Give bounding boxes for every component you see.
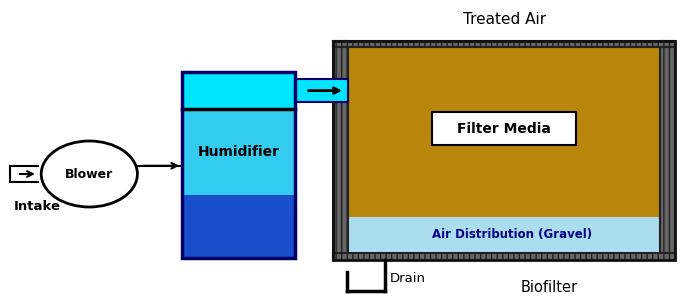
- Ellipse shape: [41, 141, 137, 207]
- Text: Blower: Blower: [65, 167, 113, 181]
- Text: Intake: Intake: [14, 200, 60, 213]
- FancyBboxPatch shape: [432, 112, 576, 145]
- Bar: [182, 195, 295, 258]
- Text: Treated Air: Treated Air: [463, 12, 545, 27]
- Bar: [348, 217, 660, 253]
- Bar: [348, 40, 660, 253]
- Text: Filter Media: Filter Media: [458, 122, 551, 136]
- Bar: [182, 72, 295, 109]
- Bar: [348, 40, 660, 217]
- Bar: [333, 40, 675, 47]
- Bar: [295, 79, 348, 102]
- Bar: [182, 72, 295, 258]
- Bar: [333, 40, 348, 260]
- Text: Humidifier: Humidifier: [198, 145, 280, 159]
- Bar: [333, 253, 675, 260]
- Text: Air Distribution (Gravel): Air Distribution (Gravel): [431, 228, 592, 241]
- Bar: [660, 40, 675, 260]
- Bar: [333, 40, 675, 260]
- Text: Biofilter: Biofilter: [520, 280, 577, 296]
- Text: Drain: Drain: [390, 272, 425, 284]
- Bar: [182, 109, 295, 195]
